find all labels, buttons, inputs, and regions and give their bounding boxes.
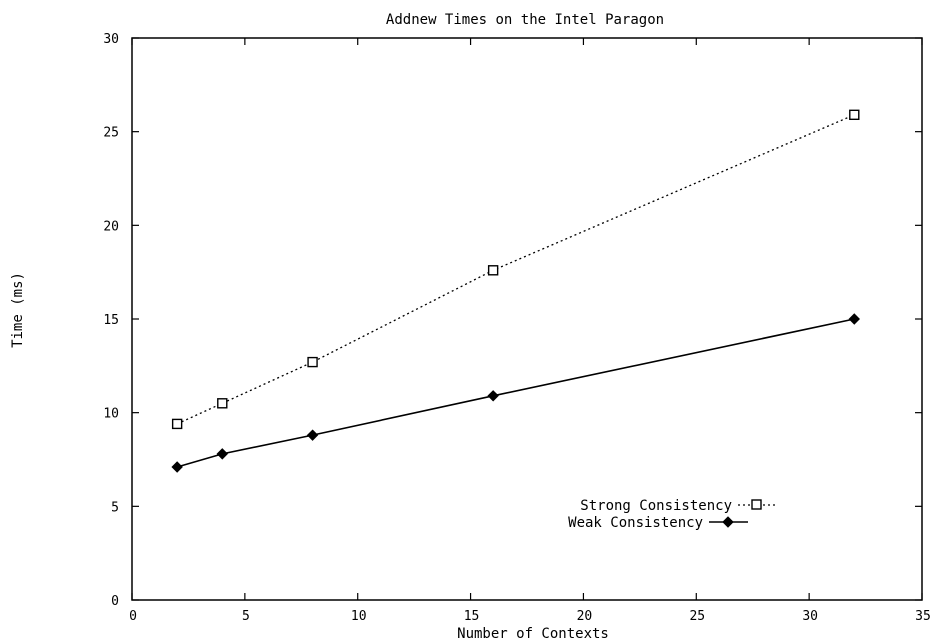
data-point [487,265,499,276]
x-axis: 0 5 10 15 20 25 30 35 [129,38,931,624]
plot-area [131,37,923,601]
y-tick-label: 20 [103,219,119,234]
x-tick-label: 20 [577,609,593,624]
legend-marker-strong-consistency [751,499,762,510]
y-axis: 0 5 10 15 20 25 30 [103,32,922,609]
x-tick-label: 0 [129,609,137,624]
legend-marker-weak-consistency [722,516,734,528]
x-tick-label: 30 [802,609,818,624]
data-point [217,398,228,409]
data-point [171,418,183,430]
chart-title: Addnew Times on the Intel Paragon [386,12,664,28]
series-layer [171,109,860,473]
y-tick-label: 5 [111,500,119,515]
y-tick-label: 25 [103,126,119,141]
data-point [306,429,319,441]
plot-frame [131,37,923,601]
x-axis-label: Number of Contexts [457,626,609,642]
x-tick-label: 10 [351,609,367,624]
y-tick-label: 10 [103,407,119,422]
x-tick-label: 25 [689,609,705,624]
series-line [176,318,855,468]
legend-label-weak-consistency: Weak Consistency [568,515,703,531]
x-tick-label: 5 [242,609,250,624]
series-line [176,114,855,425]
x-tick-label: 35 [915,609,931,624]
x-tick-label: 15 [464,609,480,624]
legend-label-strong-consistency: Strong Consistency [580,498,732,514]
data-point [216,448,228,460]
data-point [849,109,860,121]
legend: Strong Consistency Weak Consistency [568,498,776,531]
series-weak-consistency [171,313,860,473]
y-tick-label: 0 [111,594,119,609]
y-tick-label: 15 [103,313,119,328]
data-point [848,313,860,325]
data-point [171,461,183,473]
y-axis-label: Time (ms) [10,272,26,348]
y-tick-label: 30 [103,32,119,47]
data-point [307,356,318,368]
series-strong-consistency [171,109,860,430]
data-point [487,390,499,402]
